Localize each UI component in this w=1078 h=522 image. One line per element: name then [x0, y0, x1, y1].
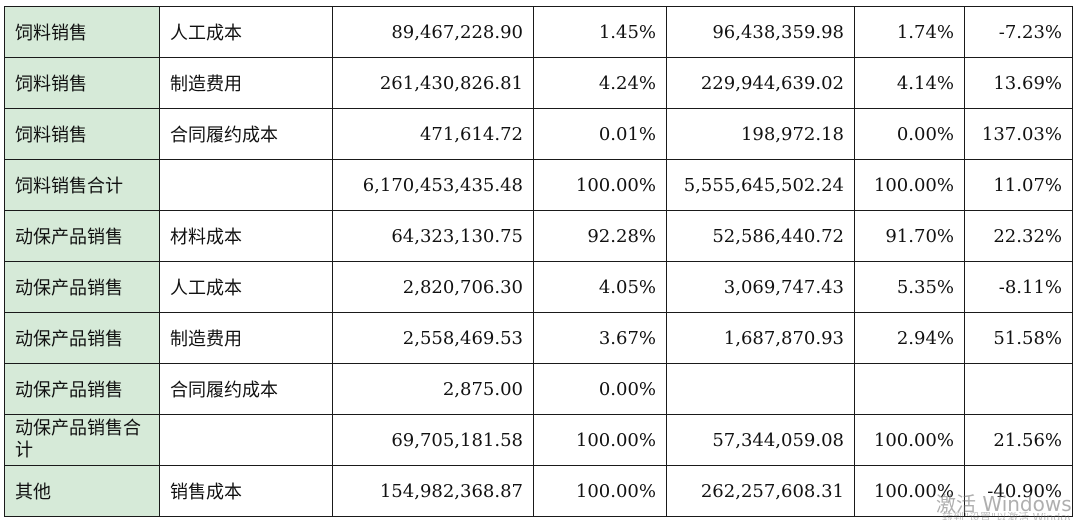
change-cell: 11.07%: [964, 159, 1073, 211]
current-ratio-cell: 4.05%: [533, 261, 667, 313]
prior-amount-cell: 96,438,359.98: [666, 6, 855, 58]
prior-amount-cell: 1,687,870.93: [666, 312, 855, 364]
current-amount-cell: 2,558,469.53: [332, 312, 534, 364]
prior-amount-cell: 229,944,639.02: [666, 57, 855, 109]
cost-item-cell: 人工成本: [159, 6, 333, 58]
category-cell: 饲料销售: [4, 57, 160, 109]
prior-amount-cell: 3,069,747.43: [666, 261, 855, 313]
cost-item-cell: 合同履约成本: [159, 108, 333, 160]
current-ratio-cell: 3.67%: [533, 312, 667, 364]
change-cell: 22.32%: [964, 210, 1073, 262]
prior-amount-cell: 57,344,059.08: [666, 414, 855, 466]
prior-amount-cell: [666, 363, 855, 415]
table-row: 动保产品销售 人工成本 2,820,706.30 4.05% 3,069,747…: [4, 261, 1073, 313]
category-cell: 饲料销售合计: [4, 159, 160, 211]
current-amount-cell: 261,430,826.81: [332, 57, 534, 109]
change-cell: 13.69%: [964, 57, 1073, 109]
change-cell: -7.23%: [964, 6, 1073, 58]
current-ratio-cell: 100.00%: [533, 465, 667, 517]
current-ratio-cell: 0.01%: [533, 108, 667, 160]
table-row: 动保产品销售 制造费用 2,558,469.53 3.67% 1,687,870…: [4, 312, 1073, 364]
category-cell: 动保产品销售: [4, 312, 160, 364]
current-ratio-cell: 92.28%: [533, 210, 667, 262]
change-cell: 21.56%: [964, 414, 1073, 466]
cost-item-cell: 制造费用: [159, 57, 333, 109]
prior-ratio-cell: 4.14%: [854, 57, 965, 109]
prior-amount-cell: 5,555,645,502.24: [666, 159, 855, 211]
category-cell: 饲料销售: [4, 6, 160, 58]
change-cell: 137.03%: [964, 108, 1073, 160]
current-amount-cell: 2,875.00: [332, 363, 534, 415]
category-cell: 饲料销售: [4, 108, 160, 160]
prior-ratio-cell: 100.00%: [854, 414, 965, 466]
change-cell: 51.58%: [964, 312, 1073, 364]
prior-amount-cell: 262,257,608.31: [666, 465, 855, 517]
table-row: 饲料销售 合同履约成本 471,614.72 0.01% 198,972.18 …: [4, 108, 1073, 160]
cost-composition-table: 饲料销售 人工成本 89,467,228.90 1.45% 96,438,359…: [4, 6, 1073, 517]
cost-item-cell: [159, 414, 333, 466]
category-cell: 动保产品销售: [4, 363, 160, 415]
prior-ratio-cell: 5.35%: [854, 261, 965, 313]
change-cell: -40.90%: [964, 465, 1073, 517]
change-cell: -8.11%: [964, 261, 1073, 313]
change-cell: [964, 363, 1073, 415]
prior-amount-cell: 198,972.18: [666, 108, 855, 160]
table-row: 饲料销售 制造费用 261,430,826.81 4.24% 229,944,6…: [4, 57, 1073, 109]
table-row: 其他 销售成本 154,982,368.87 100.00% 262,257,6…: [4, 465, 1073, 517]
current-ratio-cell: 100.00%: [533, 159, 667, 211]
current-amount-cell: 154,982,368.87: [332, 465, 534, 517]
current-ratio-cell: 100.00%: [533, 414, 667, 466]
cost-item-cell: 销售成本: [159, 465, 333, 517]
prior-amount-cell: 52,586,440.72: [666, 210, 855, 262]
table-row: 动保产品销售 合同履约成本 2,875.00 0.00%: [4, 363, 1073, 415]
current-ratio-cell: 1.45%: [533, 6, 667, 58]
category-cell: 动保产品销售: [4, 210, 160, 262]
cost-item-cell: [159, 159, 333, 211]
category-cell: 动保产品销售: [4, 261, 160, 313]
prior-ratio-cell: 0.00%: [854, 108, 965, 160]
category-cell: 其他: [4, 465, 160, 517]
prior-ratio-cell: 100.00%: [854, 465, 965, 517]
current-ratio-cell: 0.00%: [533, 363, 667, 415]
prior-ratio-cell: 2.94%: [854, 312, 965, 364]
prior-ratio-cell: 1.74%: [854, 6, 965, 58]
current-amount-cell: 64,323,130.75: [332, 210, 534, 262]
current-amount-cell: 2,820,706.30: [332, 261, 534, 313]
category-cell: 动保产品销售合计: [4, 414, 160, 466]
current-ratio-cell: 4.24%: [533, 57, 667, 109]
prior-ratio-cell: 100.00%: [854, 159, 965, 211]
current-amount-cell: 471,614.72: [332, 108, 534, 160]
prior-ratio-cell: [854, 363, 965, 415]
table-row: 饲料销售合计 6,170,453,435.48 100.00% 5,555,64…: [4, 159, 1073, 211]
current-amount-cell: 89,467,228.90: [332, 6, 534, 58]
current-amount-cell: 69,705,181.58: [332, 414, 534, 466]
cost-item-cell: 材料成本: [159, 210, 333, 262]
table-row: 饲料销售 人工成本 89,467,228.90 1.45% 96,438,359…: [4, 6, 1073, 58]
table-row: 动保产品销售合计 69,705,181.58 100.00% 57,344,05…: [4, 414, 1073, 466]
prior-ratio-cell: 91.70%: [854, 210, 965, 262]
current-amount-cell: 6,170,453,435.48: [332, 159, 534, 211]
cost-item-cell: 人工成本: [159, 261, 333, 313]
cost-item-cell: 制造费用: [159, 312, 333, 364]
cost-item-cell: 合同履约成本: [159, 363, 333, 415]
table-row: 动保产品销售 材料成本 64,323,130.75 92.28% 52,586,…: [4, 210, 1073, 262]
